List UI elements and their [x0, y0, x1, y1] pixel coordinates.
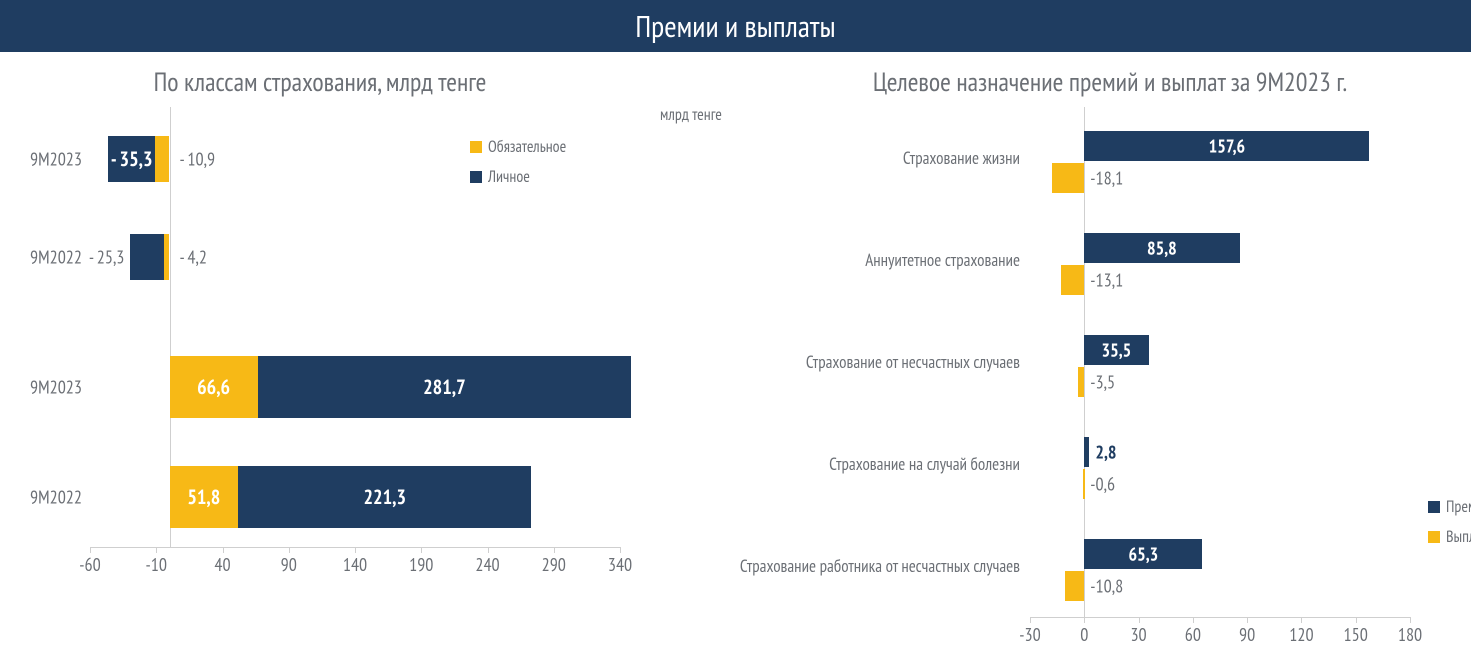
right-chart-plot: млрд тенге-300306090120150180Страхование… [1030, 107, 1410, 617]
legend-item: Личное [470, 167, 566, 187]
x-tick-label: 90 [281, 553, 297, 576]
page-title-bar: Премии и выплаты [0, 0, 1471, 52]
bar-value: 281,7 [423, 374, 466, 400]
x-tick-label: 340 [608, 553, 632, 576]
bar-value: 65,3 [1129, 543, 1159, 566]
bar-value: -13,1 [1090, 269, 1123, 292]
left-chart-legend: Обязательное Личное [470, 137, 566, 197]
right-chart-panel: Целевое назначение премий и выплат за 9М… [660, 66, 1460, 617]
right-chart-subtitle: млрд тенге [660, 105, 722, 125]
legend-item: Выплаты [1428, 527, 1471, 547]
left-chart-panel: По классам страхования, млрд тенге -60-1… [0, 66, 640, 617]
row-label: Страхование от несчастных случаев [806, 351, 1020, 373]
legend-label: Выплаты [1446, 527, 1471, 547]
legend-item: Обязательное [470, 137, 566, 157]
page-title: Премии и выплаты [635, 7, 835, 46]
left-chart-plot: -60-1040901401902402903409М2023- 35,3- 1… [90, 107, 620, 547]
right-chart-legend: Премии Выплаты [1428, 497, 1471, 557]
bar-value: - 10,9 [180, 148, 216, 171]
charts-container: По классам страхования, млрд тенге -60-1… [0, 52, 1471, 617]
row-label: 9М2023 [30, 148, 82, 171]
row-label: Страхование работника от несчастных случ… [740, 555, 1020, 577]
bar-payout [1083, 469, 1085, 499]
x-tick-label: 30 [1130, 623, 1146, 646]
bar-payout [1061, 265, 1085, 295]
bar-premium [1084, 437, 1089, 467]
bar-segment [130, 234, 164, 280]
bar-value: -18,1 [1090, 167, 1123, 190]
legend-label: Премии [1446, 497, 1471, 517]
x-axis-line [1030, 617, 1410, 618]
left-chart-title: По классам страхования, млрд тенге [0, 66, 640, 99]
x-tick-label: 60 [1185, 623, 1201, 646]
x-axis-line [90, 547, 620, 548]
bar-payout [1052, 163, 1085, 193]
legend-swatch [470, 141, 482, 153]
legend-item: Премии [1428, 497, 1471, 517]
row-label: Страхование жизни [903, 147, 1020, 169]
bar-value: 85,8 [1147, 237, 1177, 260]
x-tick-label: 180 [1398, 623, 1422, 646]
bar-payout [1065, 571, 1085, 601]
bar-segment [164, 234, 170, 280]
row-label: 9М2023 [30, 376, 82, 399]
bar-value: 2,8 [1095, 441, 1116, 464]
page: Премии и выплаты По классам страхования,… [0, 0, 1471, 661]
legend-swatch [470, 171, 482, 183]
legend-label: Личное [488, 167, 530, 187]
bar-segment [155, 136, 169, 182]
row-label: Страхование на случай болезни [829, 453, 1020, 475]
bar-value: 157,6 [1209, 135, 1246, 158]
x-tick-label: -10 [146, 553, 167, 576]
x-tick-label: 120 [1289, 623, 1313, 646]
x-tick-label: -30 [1019, 623, 1040, 646]
bar-value: 221,3 [363, 484, 406, 510]
bar-value: - 25,3 [89, 246, 125, 269]
x-tick-label: 290 [542, 553, 566, 576]
x-tick-label: 190 [409, 553, 433, 576]
bar-value: -3,5 [1090, 371, 1115, 394]
bar-value: - 35,3 [111, 146, 153, 172]
legend-swatch [1428, 531, 1440, 543]
bar-payout [1078, 367, 1084, 397]
x-tick-label: 240 [475, 553, 499, 576]
row-label: Аннуитетное страхование [865, 249, 1020, 271]
x-tick-label: 90 [1239, 623, 1255, 646]
x-tick-label: 140 [343, 553, 367, 576]
x-tick-label: -60 [79, 553, 100, 576]
row-label: 9М2022 [30, 246, 82, 269]
x-tick-label: 0 [1080, 623, 1088, 646]
legend-label: Обязательное [488, 137, 566, 157]
x-tick-label: 40 [214, 553, 230, 576]
legend-swatch [1428, 501, 1440, 513]
x-tick-label: 150 [1344, 623, 1368, 646]
bar-value: 51,8 [187, 484, 220, 510]
bar-value: -0,6 [1090, 473, 1115, 496]
bar-value: -10,8 [1090, 575, 1123, 598]
bar-value: 35,5 [1102, 339, 1132, 362]
row-label: 9М2022 [30, 486, 82, 509]
bar-value: 66,6 [197, 374, 230, 400]
bar-value: - 4,2 [180, 246, 207, 269]
right-chart-title: Целевое назначение премий и выплат за 9М… [760, 66, 1460, 99]
